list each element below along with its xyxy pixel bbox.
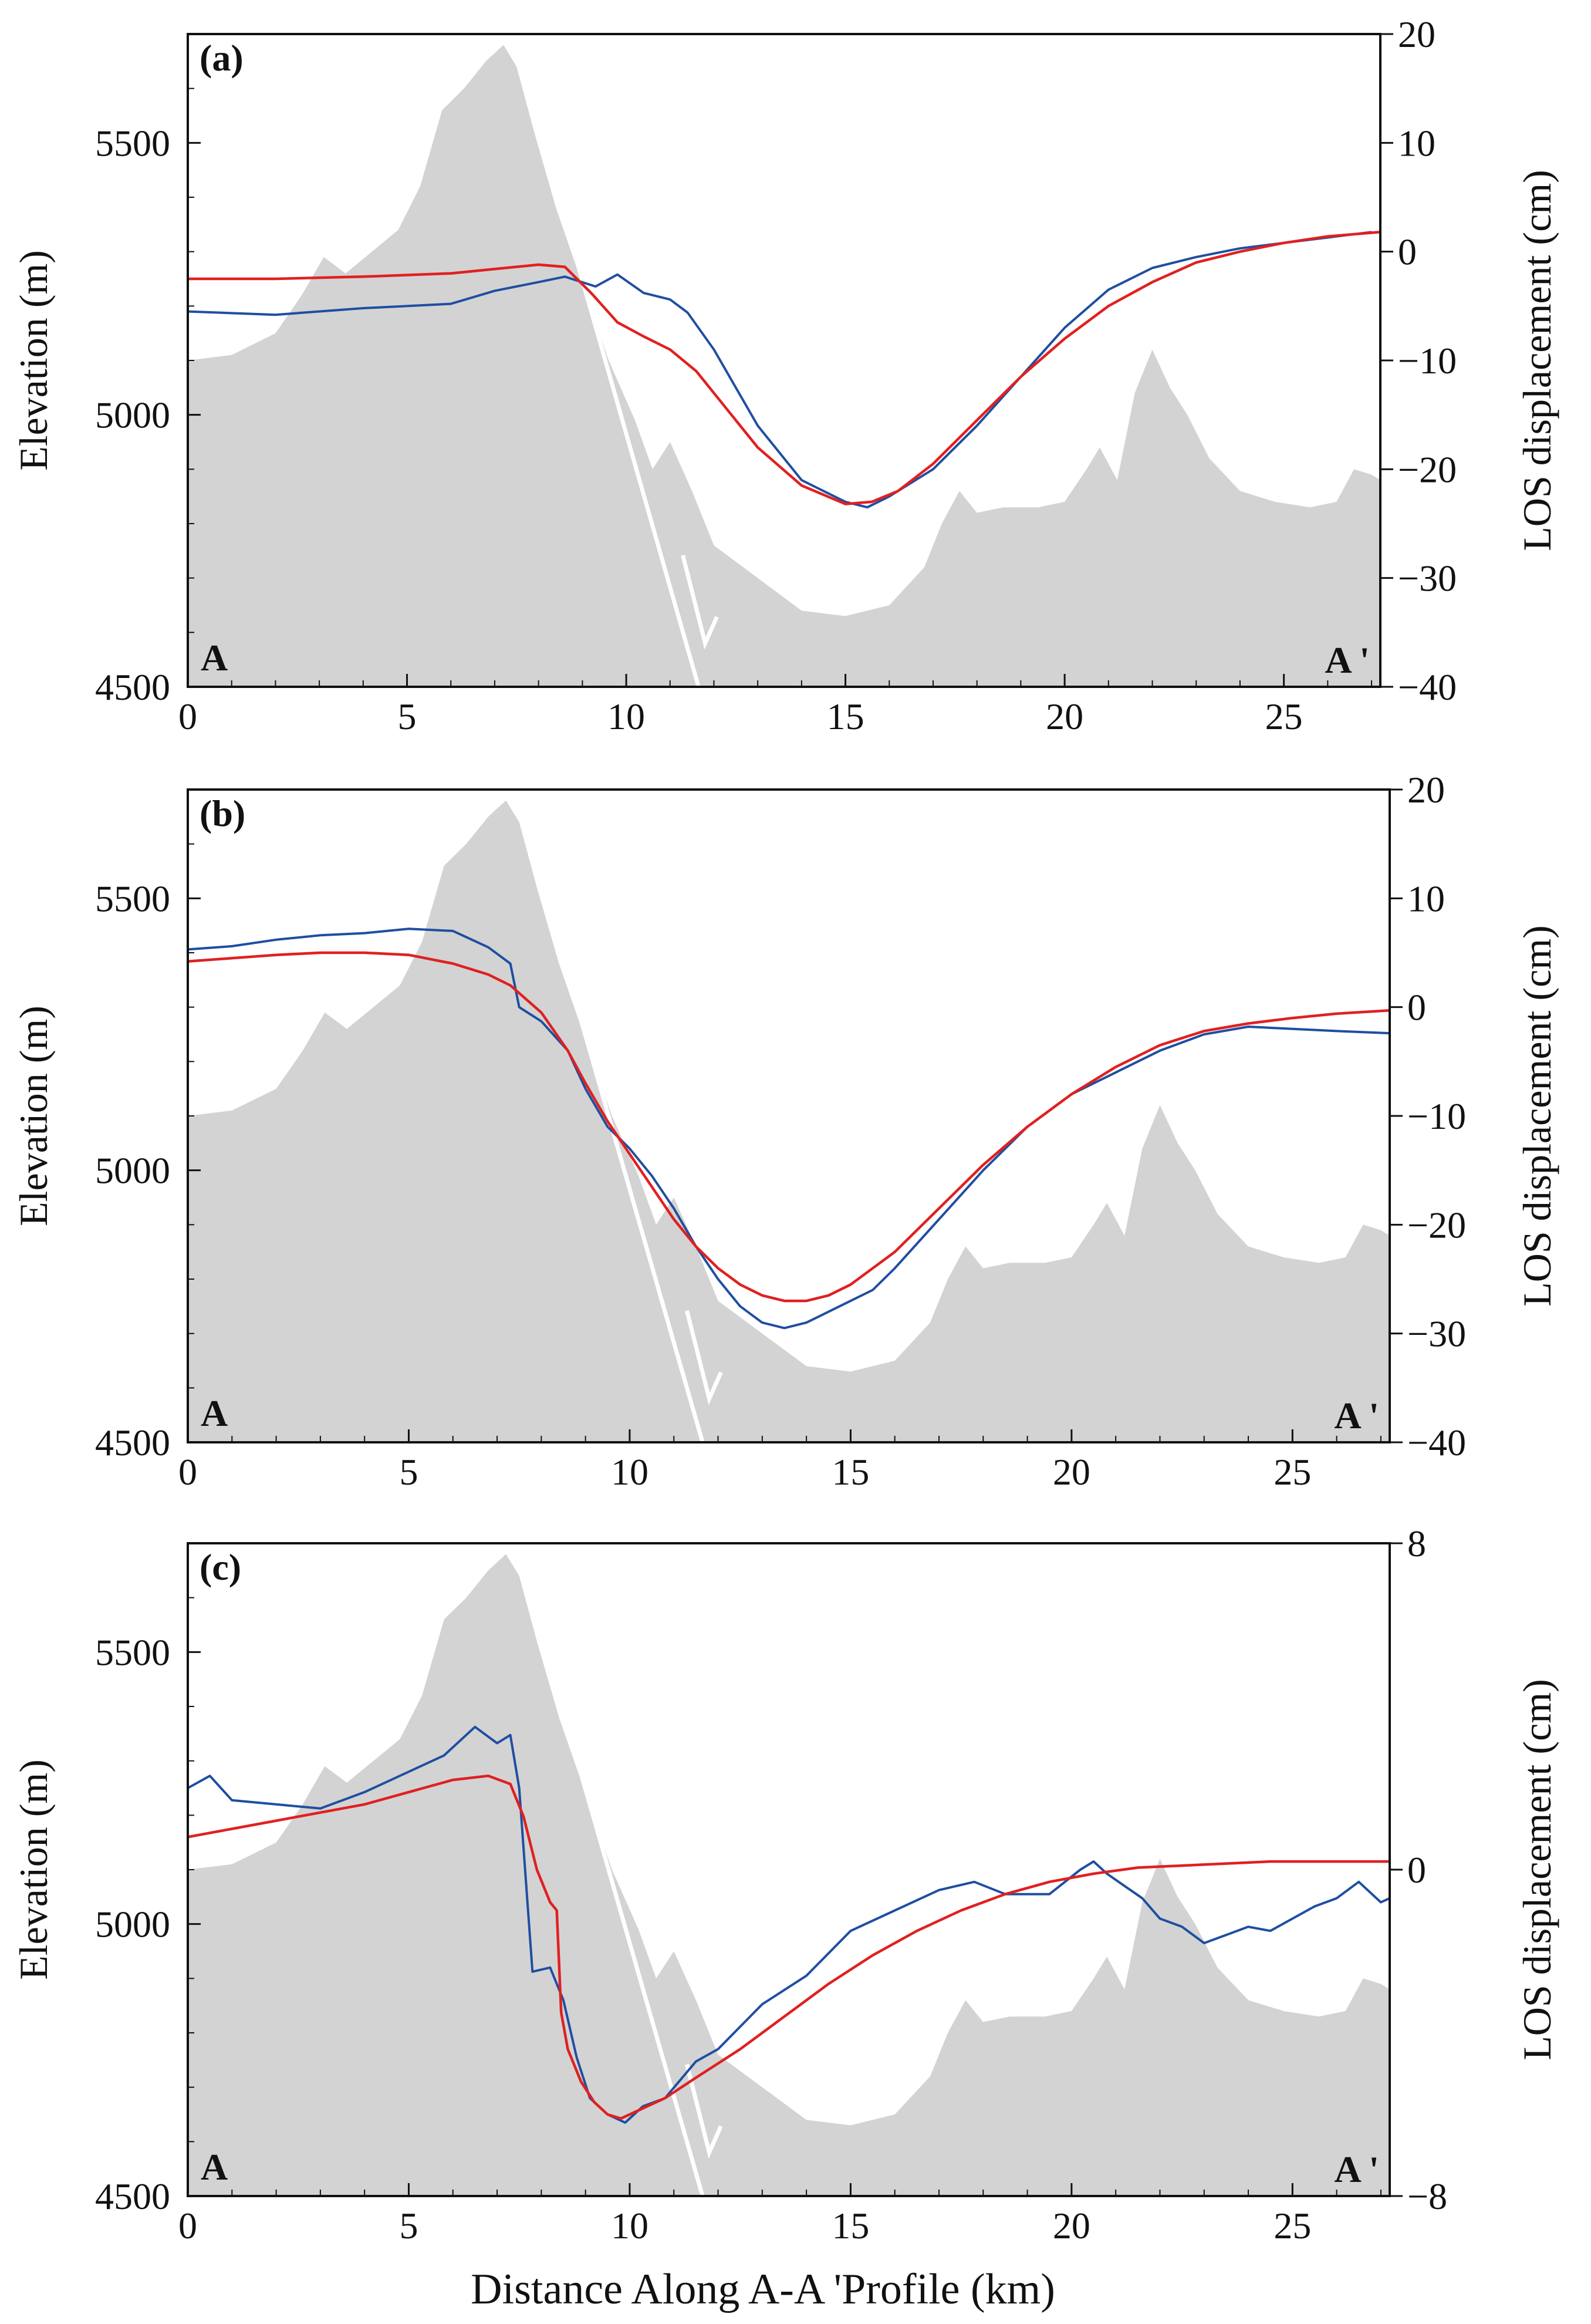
y-right-tick-label: 0 (1407, 1849, 1426, 1891)
modeled-los-line (188, 951, 1390, 1303)
x-tick-label: 15 (832, 2205, 869, 2247)
y-left-tick-label: 4500 (95, 1422, 170, 1463)
y-right-tick-label: 10 (1407, 878, 1445, 919)
y-right-axis-title: LOS displacement (cm) (1515, 925, 1559, 1307)
y-left-tick-label: 5000 (95, 394, 170, 436)
x-tick-label: 0 (178, 1451, 197, 1493)
y-right-axis-title: LOS displacement (cm) (1515, 1679, 1559, 2060)
fault-slip-arrow (681, 555, 719, 650)
y-left-tick-label: 5500 (95, 878, 170, 919)
x-tick-label: 25 (1274, 2205, 1311, 2247)
plot-area (188, 1554, 1390, 2196)
y-right-tick-label: −30 (1398, 558, 1457, 599)
fault-trace-line (566, 1728, 705, 2196)
y-right-tick-label: 0 (1407, 987, 1426, 1028)
elevation-area (188, 45, 1380, 687)
y-right-tick-label: −10 (1398, 340, 1457, 382)
fault-trace-line (563, 218, 701, 687)
y-right-tick-label: −40 (1398, 666, 1457, 708)
profile-start-label: A (201, 637, 228, 679)
y-left-tick-label: 5000 (95, 1904, 170, 1945)
fault-slip-arrow (685, 1310, 723, 1405)
fault-slip-arrow (685, 2064, 723, 2159)
y-right-tick-label: 20 (1407, 769, 1445, 811)
y-right-tick-label: −20 (1398, 448, 1457, 490)
x-tick-label: 5 (399, 1451, 418, 1493)
x-tick-label: 10 (611, 1451, 648, 1493)
y-left-tick-label: 5500 (95, 122, 170, 164)
y-right-tick-label: −30 (1407, 1313, 1466, 1355)
modeled-los-line (188, 231, 1380, 505)
panel-label: (c) (200, 1546, 241, 1588)
chart-panel-1: 0 5 10 15 20 25 4500 5000 5500 20 10 0 −10 −20 −30 −40 E… (11, 769, 1559, 1493)
y-right-axis-title: LOS displacement (cm) (1515, 170, 1559, 551)
y-right-tick-label: −20 (1407, 1204, 1466, 1246)
x-tick-label: 20 (1046, 696, 1083, 737)
y-left-axis-title: Elevation (m) (11, 1759, 56, 1980)
x-tick-label: 20 (1053, 1451, 1090, 1493)
x-tick-label: 15 (827, 696, 864, 737)
y-left-tick-label: 4500 (95, 666, 170, 708)
panel-label: (b) (200, 792, 245, 834)
x-tick-label: 25 (1274, 1451, 1311, 1493)
plot-area (188, 45, 1380, 687)
profile-start-label: A (201, 2146, 228, 2188)
plot-area (188, 800, 1390, 1442)
observed-los-line (188, 1725, 1390, 2124)
observed-los-line (188, 927, 1390, 1330)
x-tick-label: 10 (611, 2205, 648, 2247)
profile-end-label: A ' (1335, 1395, 1379, 1436)
observed-los-line (188, 231, 1372, 509)
y-left-tick-label: 5000 (95, 1150, 170, 1192)
y-right-tick-label: 20 (1398, 14, 1435, 55)
panel-label: (a) (200, 37, 244, 79)
y-right-tick-label: −8 (1407, 2175, 1447, 2217)
y-left-tick-label: 5500 (95, 1631, 170, 1673)
y-left-axis-title: Elevation (m) (11, 250, 56, 471)
y-right-tick-label: −40 (1407, 1422, 1466, 1463)
x-axis-title: Distance Along A-A 'Profile (km) (471, 2265, 1055, 2313)
x-tick-label: 15 (832, 1451, 869, 1493)
x-tick-label: 10 (607, 696, 645, 737)
x-tick-label: 0 (178, 2205, 197, 2247)
chart-panel-2: 0 5 10 15 20 25 4500 5000 5500 8 0 −8 Elevation (m) L… (11, 1523, 1559, 2247)
x-tick-label: 25 (1265, 696, 1303, 737)
elevation-area (188, 800, 1390, 1442)
elevation-area (188, 1554, 1390, 2196)
fault-trace-line (566, 974, 705, 1442)
y-right-tick-label: 0 (1398, 231, 1417, 273)
y-left-tick-label: 4500 (95, 2175, 170, 2217)
profile-start-label: A (201, 1392, 228, 1434)
x-tick-label: 5 (398, 696, 417, 737)
y-right-tick-label: 8 (1407, 1523, 1426, 1564)
x-tick-label: 0 (178, 696, 197, 737)
y-left-axis-title: Elevation (m) (11, 1006, 56, 1226)
x-tick-label: 20 (1053, 2205, 1090, 2247)
profile-end-label: A ' (1335, 2148, 1379, 2190)
chart-panel-0: 0 5 10 15 20 25 4500 5000 5500 20 10 0 −10 −20 −30 −40 E… (11, 14, 1559, 737)
y-right-tick-label: −10 (1407, 1095, 1466, 1137)
modeled-los-line (188, 1774, 1390, 2120)
profile-end-label: A ' (1325, 639, 1370, 681)
x-tick-label: 5 (399, 2205, 418, 2247)
y-right-tick-label: 10 (1398, 122, 1435, 164)
